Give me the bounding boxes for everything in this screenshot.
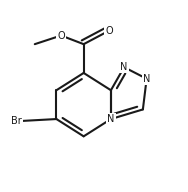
Text: N: N <box>143 74 150 84</box>
Text: N: N <box>107 114 115 124</box>
Text: Br: Br <box>11 116 22 126</box>
Text: O: O <box>57 31 65 41</box>
Text: O: O <box>105 26 113 36</box>
Text: N: N <box>120 62 128 72</box>
